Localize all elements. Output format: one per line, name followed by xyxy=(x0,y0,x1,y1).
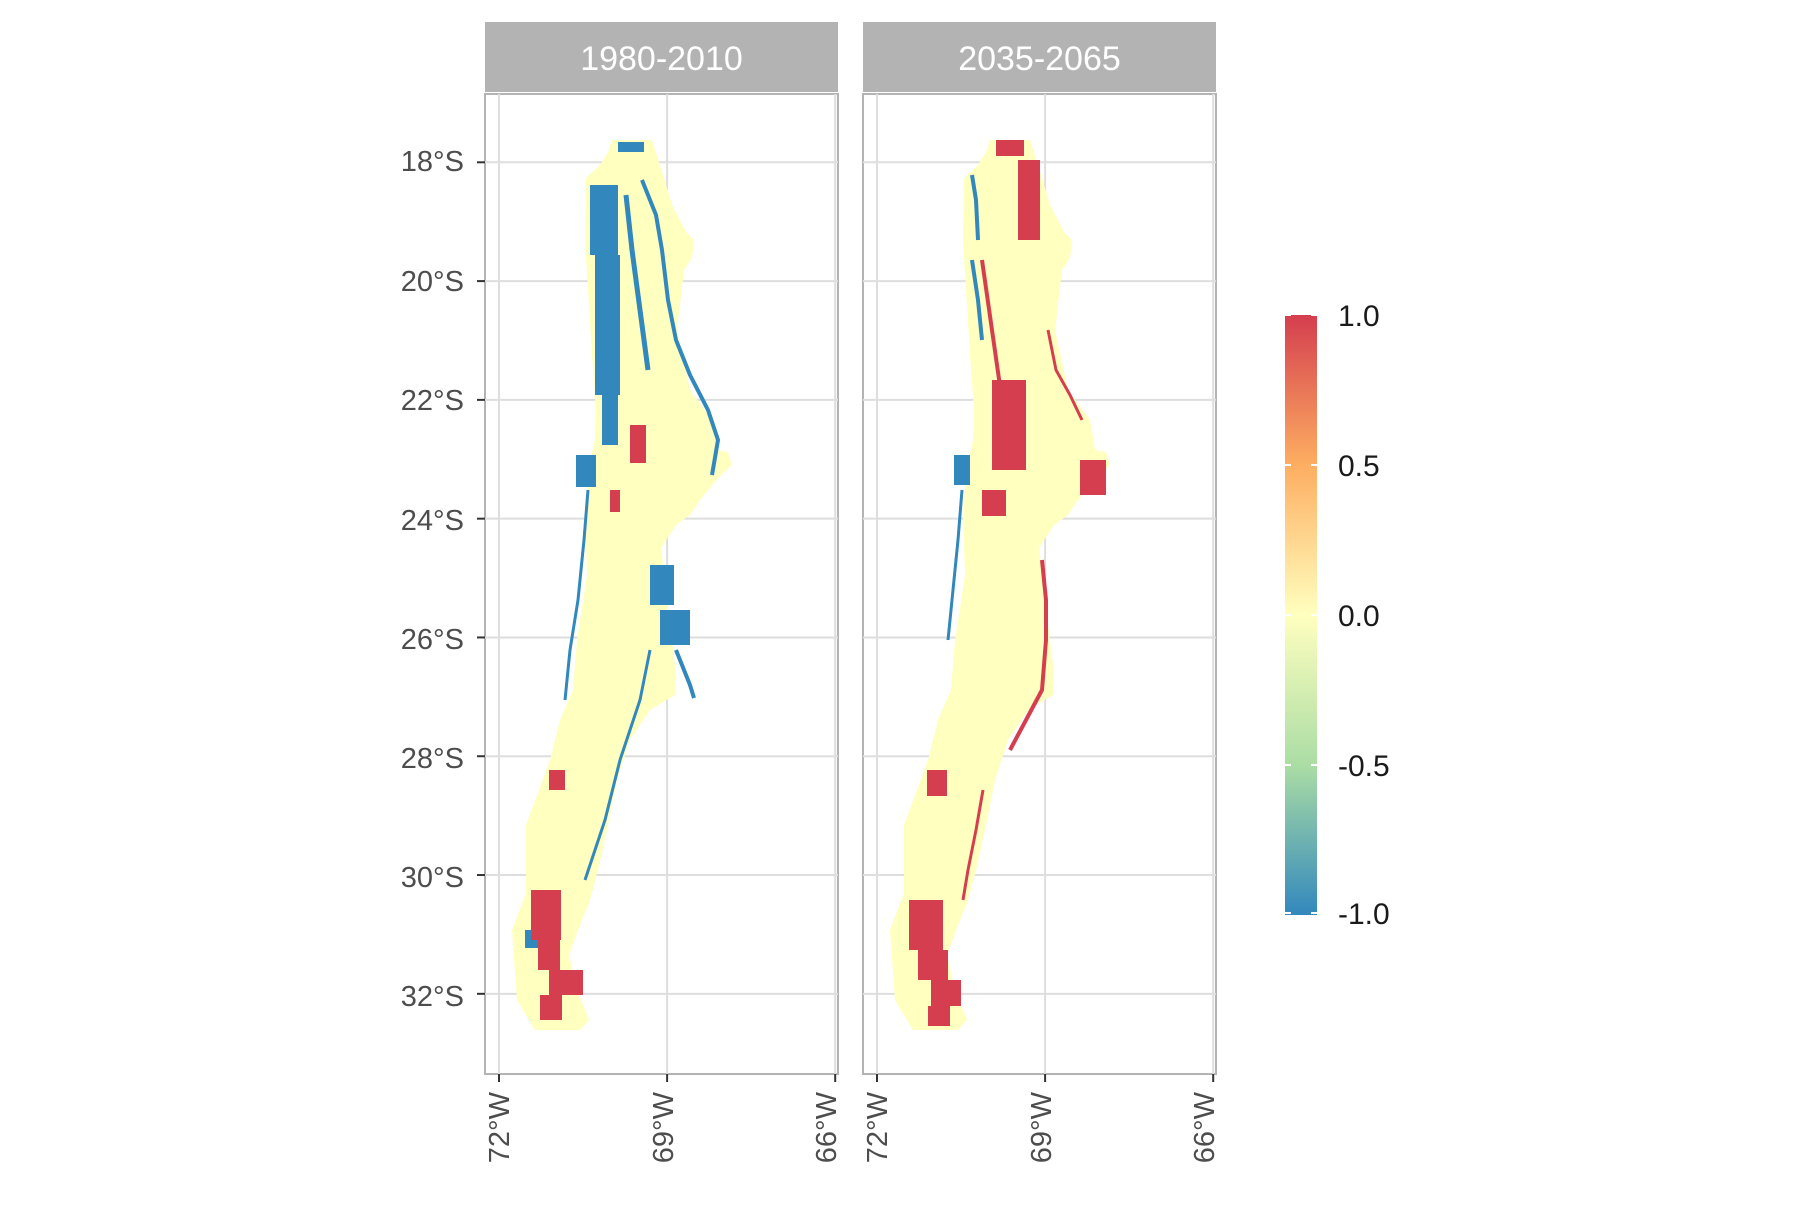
lat-tick-label: 24°S xyxy=(401,505,464,537)
lon-tick-label: 69°W xyxy=(1026,1091,1058,1163)
lat-tick-label: 26°S xyxy=(401,624,464,656)
negative-cell xyxy=(623,194,651,371)
negative-cell xyxy=(590,185,618,255)
legend-label: -1.0 xyxy=(1338,898,1390,931)
negative-cell xyxy=(970,259,984,341)
longitude-axis-panel-2: 72°W 69°W 66°W xyxy=(862,1091,1221,1163)
positive-cell xyxy=(909,900,943,950)
lat-tick-label: 22°S xyxy=(401,385,464,417)
legend-label: 1.0 xyxy=(1338,300,1380,333)
latitude-axis: 18°S 20°S 22°S 24°S 26°S 28°S 30°S 32°S xyxy=(401,146,485,1013)
positive-cell xyxy=(549,970,583,995)
negative-cell xyxy=(946,489,964,641)
positive-cell xyxy=(630,425,646,463)
positive-cell xyxy=(982,490,1006,516)
panel-1980-2010: 1980-2010 xyxy=(484,22,839,1075)
lat-tick-label: 18°S xyxy=(401,146,464,178)
positive-cell xyxy=(927,770,947,796)
panel-title: 2035-2065 xyxy=(958,40,1121,78)
panel-strip xyxy=(485,22,838,92)
positive-cell xyxy=(992,380,1026,470)
region-raster xyxy=(512,140,732,1030)
positive-cell xyxy=(996,140,1024,156)
negative-cell xyxy=(595,255,620,395)
positive-cell xyxy=(538,940,560,970)
positive-cell xyxy=(961,789,985,901)
negative-cell xyxy=(650,565,674,605)
positive-cell xyxy=(1080,460,1106,495)
region-area xyxy=(512,140,732,1030)
positive-cell xyxy=(540,995,562,1020)
negative-cell xyxy=(970,174,980,241)
legend-label: -0.5 xyxy=(1338,750,1390,783)
lon-tick-label: 72°W xyxy=(484,1091,516,1163)
positive-cell xyxy=(1018,160,1040,240)
lon-tick-label: 66°W xyxy=(1189,1091,1221,1163)
positive-cell xyxy=(918,950,948,980)
negative-cell xyxy=(660,610,690,645)
negative-cell xyxy=(602,395,618,445)
negative-cell xyxy=(954,455,970,485)
lon-tick-label: 69°W xyxy=(648,1091,680,1163)
positive-cell xyxy=(549,770,565,790)
negative-cell xyxy=(576,455,596,487)
lat-tick-label: 28°S xyxy=(401,743,464,775)
negative-cell xyxy=(640,179,720,476)
positive-cell xyxy=(931,980,961,1006)
negative-cell xyxy=(563,489,590,701)
color-legend: 1.0 0.5 0.0 -0.5 -1.0 xyxy=(1285,300,1390,931)
lon-tick-label: 72°W xyxy=(862,1091,894,1163)
negative-cell xyxy=(583,649,652,881)
legend-label: 0.5 xyxy=(1338,450,1380,483)
panel-title: 1980-2010 xyxy=(580,40,743,78)
negative-cell xyxy=(674,649,696,699)
lat-tick-label: 20°S xyxy=(401,266,464,298)
positive-cell xyxy=(531,890,561,940)
lon-tick-label: 66°W xyxy=(811,1091,843,1163)
legend-ticks xyxy=(1285,314,1317,914)
longitude-axis-panel-1: 72°W 69°W 66°W xyxy=(484,1091,843,1163)
positive-cell xyxy=(928,1006,950,1026)
positive-cell xyxy=(610,490,620,512)
panel-2035-2065: 2035-2065 xyxy=(862,22,1217,1075)
panel-strip xyxy=(863,22,1216,92)
positive-cell xyxy=(1008,559,1048,751)
positive-cell xyxy=(1046,329,1084,421)
positive-cell xyxy=(980,259,1004,401)
negative-cell xyxy=(618,142,644,152)
lat-tick-label: 32°S xyxy=(401,981,464,1013)
lat-tick-label: 30°S xyxy=(401,862,464,894)
region-raster xyxy=(890,140,1110,1030)
legend-label: 0.0 xyxy=(1338,600,1380,633)
